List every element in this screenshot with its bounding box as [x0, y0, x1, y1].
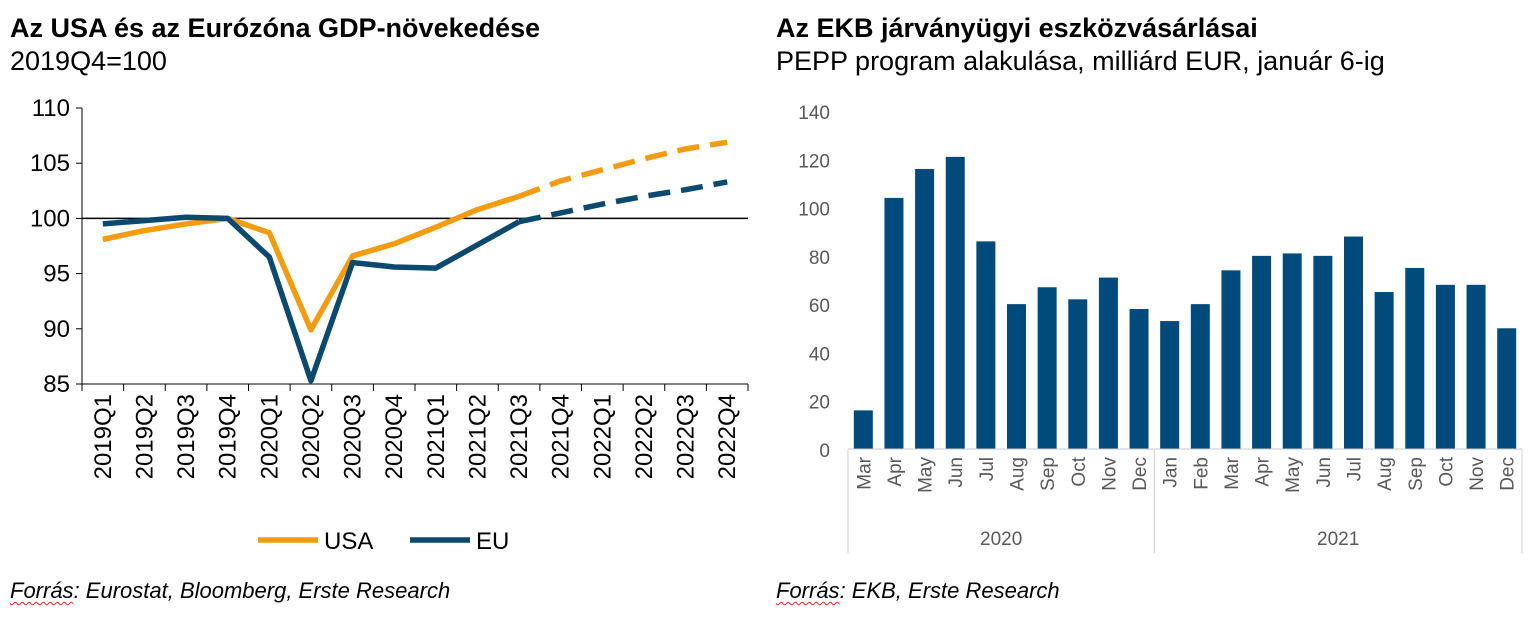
- x-tick-label: 2019Q1: [90, 394, 117, 479]
- bar: [1190, 304, 1210, 449]
- bar: [1497, 328, 1517, 449]
- x-tick-label: Dec: [1498, 457, 1519, 491]
- x-tick-label: 2022Q2: [631, 394, 658, 479]
- x-tick-label: 2019Q2: [131, 394, 158, 479]
- x-tick-label: Jul: [1345, 457, 1366, 481]
- legend-usa-label: USA: [324, 528, 373, 555]
- x-tick-label: 2019Q3: [173, 394, 200, 479]
- x-tick-label: Sep: [1406, 457, 1427, 491]
- x-tick-label: 2022Q1: [589, 394, 616, 479]
- y-tick-label: 110: [32, 95, 70, 122]
- left-chart-title: Az USA és az Eurózóna GDP-növekedése: [10, 13, 541, 43]
- x-tick-label: 2021Q1: [423, 394, 450, 479]
- x-tick-label: May: [916, 457, 937, 493]
- y-tick-label: 0: [819, 441, 830, 462]
- y-tick-label: 100: [798, 200, 830, 221]
- series-eu-forecast-line: [518, 179, 728, 225]
- bar: [1252, 255, 1272, 449]
- left-source-text: : Eurostat, Bloomberg, Erste Research: [73, 578, 451, 603]
- y-tick-label: 90: [43, 316, 70, 343]
- bar: [1435, 284, 1455, 449]
- bar: [1007, 304, 1026, 449]
- x-tick-label: 2020Q4: [381, 394, 408, 479]
- x-tick-label: Nov: [1099, 457, 1120, 491]
- x-tick-label: 2021Q3: [506, 394, 533, 479]
- x-tick-label: 2022Q3: [673, 394, 700, 479]
- y-tick-label: 60: [809, 296, 830, 317]
- x-tick-label: Oct: [1436, 456, 1457, 486]
- x-tick-label: Nov: [1467, 457, 1488, 491]
- bar: [1160, 321, 1180, 449]
- x-tick-label: Feb: [1191, 457, 1212, 490]
- bar: [1221, 270, 1241, 449]
- x-tick-label: Jan: [1161, 457, 1182, 488]
- bar: [1466, 284, 1486, 449]
- bar: [976, 241, 996, 449]
- bar: [1374, 292, 1394, 449]
- x-tick-label: Jun: [946, 457, 967, 488]
- bar: [853, 410, 873, 449]
- x-tick-label: 2020Q1: [256, 394, 283, 479]
- bar: [1344, 236, 1363, 449]
- x-tick-label: Jul: [977, 457, 998, 481]
- x-tick-label: Sep: [1038, 457, 1059, 491]
- y-tick-label: 95: [43, 261, 70, 288]
- bar: [1037, 287, 1057, 449]
- group-label-2021: 2021: [1317, 529, 1359, 550]
- x-tick-label: Dec: [1130, 457, 1151, 491]
- x-tick-label: Oct: [1069, 456, 1090, 486]
- right-chart-title: Az EKB járványügyi eszközvásárlásai: [776, 13, 1258, 43]
- x-tick-label: Aug: [1008, 457, 1029, 491]
- bar: [1129, 308, 1149, 449]
- left-source-prefix: Forrás: [10, 578, 74, 603]
- y-tick-label: 120: [798, 151, 830, 172]
- y-tick-label: 85: [43, 371, 70, 398]
- x-tick-label: 2021Q4: [548, 394, 575, 479]
- x-tick-label: 2020Q3: [340, 394, 367, 479]
- x-tick-label: 2021Q2: [464, 394, 491, 479]
- series-usa-actual-line: [102, 193, 520, 333]
- group-label-2020: 2020: [980, 529, 1022, 550]
- legend-eu-label: EU: [476, 528, 509, 555]
- y-tick-label: 140: [798, 103, 830, 124]
- right-source-prefix: Forrás: [776, 578, 840, 603]
- x-tick-label: 2022Q4: [714, 394, 741, 479]
- right-chart-subtitle: PEPP program alakulása, milliárd EUR, ja…: [776, 46, 1385, 76]
- right-source-text: : EKB, Erste Research: [839, 578, 1060, 603]
- y-tick-label: 20: [809, 393, 830, 414]
- y-tick-label: 100: [30, 205, 70, 232]
- series-eu-actual-line: [102, 214, 521, 384]
- left-chart-subtitle: 2019Q4=100: [10, 46, 167, 76]
- x-tick-label: Mar: [854, 456, 875, 489]
- y-tick-label: 40: [809, 344, 830, 365]
- x-tick-label: 2020Q2: [298, 394, 325, 479]
- x-tick-label: Apr: [885, 456, 906, 486]
- bar: [1313, 255, 1333, 449]
- y-tick-label: 105: [30, 150, 70, 177]
- bar: [1282, 253, 1302, 449]
- x-tick-label: Apr: [1253, 456, 1274, 486]
- x-tick-label: 2019Q4: [215, 394, 242, 479]
- x-tick-label: May: [1283, 457, 1304, 493]
- bar: [1405, 267, 1425, 449]
- x-tick-label: Aug: [1375, 457, 1396, 491]
- x-tick-label: Jun: [1314, 457, 1335, 488]
- bar: [945, 156, 965, 449]
- bar: [1098, 277, 1118, 449]
- bar: [1068, 299, 1088, 449]
- y-tick-label: 80: [809, 248, 830, 269]
- series-usa-forecast-line: [518, 139, 728, 199]
- left-source-note: Forrás: Eurostat, Bloomberg, Erste Resea…: [10, 578, 450, 604]
- x-tick-label: Mar: [1222, 456, 1243, 489]
- bar: [884, 197, 904, 449]
- right-source-note: Forrás: EKB, Erste Research: [776, 578, 1060, 604]
- bar: [915, 168, 935, 449]
